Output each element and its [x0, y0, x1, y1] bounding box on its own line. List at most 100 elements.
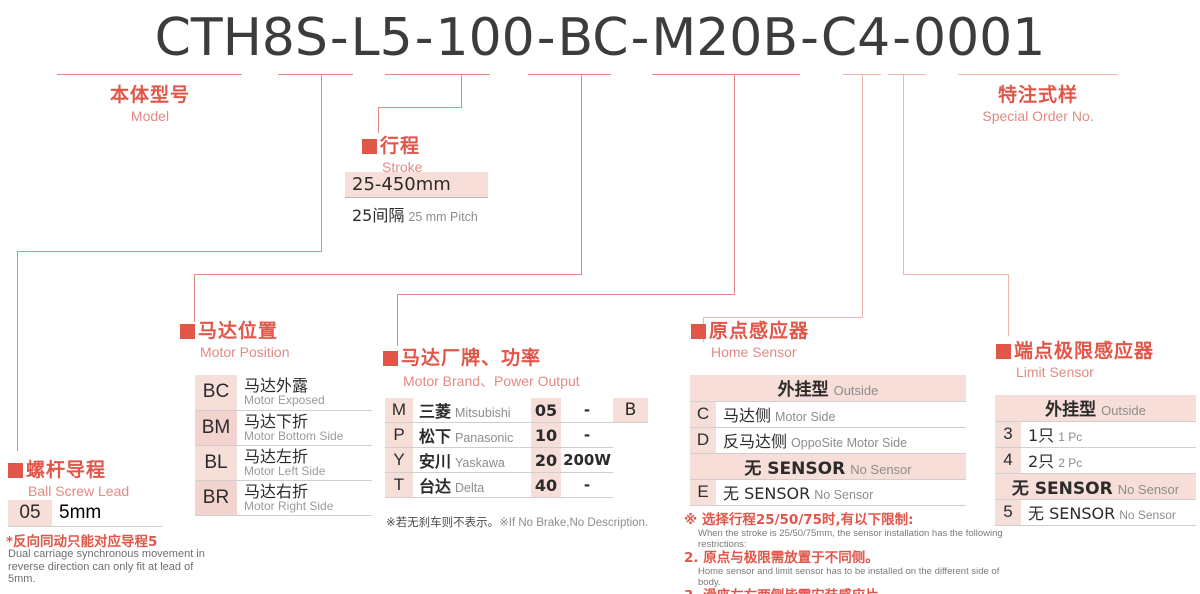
hs-group1-header: 外挂型 Outside	[690, 375, 966, 402]
mp-desc-0: 马达外露 Motor Exposed	[237, 375, 372, 411]
section-special-order-title-cn: 特注式样	[997, 84, 1078, 106]
connector-limit-sensor-vertical-a	[903, 74, 904, 274]
code-dash: -	[414, 8, 434, 68]
mp-desc-1: 马达下折 Motor Bottom Side	[237, 410, 372, 446]
table-row: D 反马达侧 OppoSite Motor Side	[690, 427, 966, 454]
ls-group1-header: 外挂型 Outside	[995, 395, 1196, 422]
bsl-value: 5mm	[52, 500, 162, 527]
underline-lead	[278, 74, 353, 75]
ls-desc-0: 1只 1 Pc	[1021, 421, 1196, 448]
mb-brand-1: 松下 Panasonic	[413, 422, 531, 448]
table-group-header: 无 SENSOR No Sensor	[995, 473, 1196, 500]
hs-note-red-0: ※ 选择行程25/50/75时,有以下限制:	[684, 512, 914, 528]
connector-stroke-horizontal	[378, 107, 462, 108]
connector-stroke-vertical-b	[378, 107, 379, 133]
hs-group1-cn: 外挂型	[777, 380, 829, 401]
code-segment-model: CTH8S	[154, 8, 328, 68]
mp-desc-en-3: Motor Right Side	[244, 498, 334, 513]
mp-desc-en-2: Motor Left Side	[244, 463, 326, 478]
underline-special-order	[958, 74, 1118, 75]
mb-code-3: T	[385, 472, 413, 498]
section-motor-brand-title-cn: 马达厂牌、功率	[401, 347, 542, 369]
ls-code-1: 4	[995, 447, 1021, 474]
home-sensor-table: 外挂型 Outside C 马达侧 Motor Side D 反马达侧 OppoSit…	[690, 375, 966, 506]
connector-limit-sensor-vertical-b	[1008, 274, 1009, 336]
model-number-headline: CTH8S-L5-100-BC-M20B-C4-0001	[0, 8, 1200, 68]
connector-motor-position-horizontal	[194, 274, 582, 275]
section-special-order-title-en: Special Order No.	[982, 108, 1094, 124]
motor-brand-note-en: ※If No Brake,No Description.	[499, 517, 649, 529]
mp-desc-en-0: Motor Exposed	[244, 393, 325, 408]
code-dash: -	[329, 8, 349, 68]
bullet-square-icon	[691, 324, 706, 339]
connector-lead-vertical-a	[321, 74, 322, 251]
hs-desc-1: 反马达侧 OppoSite Motor Side	[716, 427, 966, 454]
ls-desc-en-2: No Sensor	[1119, 508, 1176, 522]
mb-power-2: 20	[531, 447, 561, 473]
section-motor-brand: 马达厂牌、功率 Motor Brand、Power Output	[383, 343, 580, 391]
connector-motor-brand-vertical-a	[734, 74, 735, 294]
mp-desc-cn-3: 马达右折	[244, 481, 309, 501]
code-segment-lead: L5	[350, 8, 413, 68]
mp-desc-3: 马达右折 Motor Right Side	[237, 480, 372, 516]
hs-note-red-2: 3. 滑座左右两侧皆需安装感应片。	[684, 588, 1004, 594]
code-segment-stroke: 100	[435, 8, 535, 68]
code-segment-motor-brand: M20B	[651, 8, 799, 68]
hs-group2-en: No Sensor	[850, 461, 912, 477]
ls-code-0: 3	[995, 421, 1021, 448]
ball-screw-lead-note-en: Dual carriage synchronous movement in re…	[8, 548, 205, 585]
hs-desc-cn-0: 马达侧	[723, 406, 772, 425]
mb-power-text-1: -	[561, 422, 613, 448]
hs-desc-2: 无 SENSOR No Sensor	[716, 479, 966, 506]
hs-desc-cn-2: 无 SENSOR	[723, 484, 811, 503]
stroke-pitch-cn: 25间隔	[352, 206, 405, 225]
table-row: 05 5mm	[8, 500, 162, 527]
mp-code-2: BL	[195, 445, 237, 481]
mb-brand-cn-2: 安川	[419, 452, 452, 471]
mb-brand-3: 台达 Delta	[413, 472, 531, 498]
mb-brake-2	[613, 447, 648, 473]
hs-desc-0: 马达侧 Motor Side	[716, 401, 966, 428]
stroke-range-value: 25-450mm	[352, 174, 451, 195]
ls-group2-header: 无 SENSOR No Sensor	[995, 473, 1196, 500]
ls-desc-en-1: 2 Pc	[1058, 456, 1083, 470]
table-row: C 马达侧 Motor Side	[690, 401, 966, 428]
hs-group2-header: 无 SENSOR No Sensor	[690, 453, 966, 480]
connector-stroke-vertical-a	[461, 74, 462, 107]
mb-brand-en-2: Yaskawa	[455, 456, 505, 470]
table-row: BL 马达左折 Motor Left Side	[195, 445, 372, 481]
stroke-range-band: 25-450mm	[345, 172, 488, 198]
section-motor-position: 马达位置 Motor Position	[180, 316, 289, 360]
ball-screw-lead-table: 05 5mm	[8, 500, 162, 527]
underline-stroke	[385, 74, 490, 75]
mp-code-0: BC	[195, 375, 237, 411]
bullet-square-icon	[8, 463, 23, 478]
table-row: 5 无 SENSOR No Sensor	[995, 499, 1196, 526]
section-home-sensor-title-en: Home Sensor	[711, 344, 797, 360]
mp-code-3: BR	[195, 480, 237, 516]
mb-brake-0: B	[613, 398, 648, 423]
section-limit-sensor-title-cn: 端点极限感应器	[1014, 340, 1155, 362]
table-row: 4 2只 2 Pc	[995, 447, 1196, 474]
home-sensor-notes: ※ 选择行程25/50/75时,有以下限制: When the stroke i…	[684, 512, 1004, 594]
connector-motor-position-vertical-b	[194, 274, 195, 322]
connector-motor-brand-horizontal	[397, 294, 735, 295]
hs-note-red-1: 2. 原点与极限需放置于不同侧。	[684, 550, 879, 566]
mb-brand-en-3: Delta	[455, 481, 485, 495]
mb-power-1: 10	[531, 422, 561, 448]
mb-code-0: M	[385, 398, 413, 423]
hs-group2-cn: 无 SENSOR	[744, 458, 846, 479]
ls-desc-1: 2只 2 Pc	[1021, 447, 1196, 474]
table-group-header: 外挂型 Outside	[995, 395, 1196, 422]
table-row: BC 马达外露 Motor Exposed	[195, 375, 372, 411]
table-row: M 三菱 Mitsubishi 05 - B	[385, 398, 648, 423]
ls-code-2: 5	[995, 499, 1021, 526]
section-ball-screw-lead-title-cn: 螺杆导程	[26, 459, 107, 481]
underline-motor-position	[528, 74, 611, 75]
ls-group1-cn: 外挂型	[1045, 400, 1097, 421]
connector-lead-horizontal	[17, 251, 322, 252]
mb-power-text-2: 200W	[561, 447, 613, 473]
hs-desc-en-2: No Sensor	[814, 488, 874, 502]
bullet-square-icon	[180, 324, 195, 339]
